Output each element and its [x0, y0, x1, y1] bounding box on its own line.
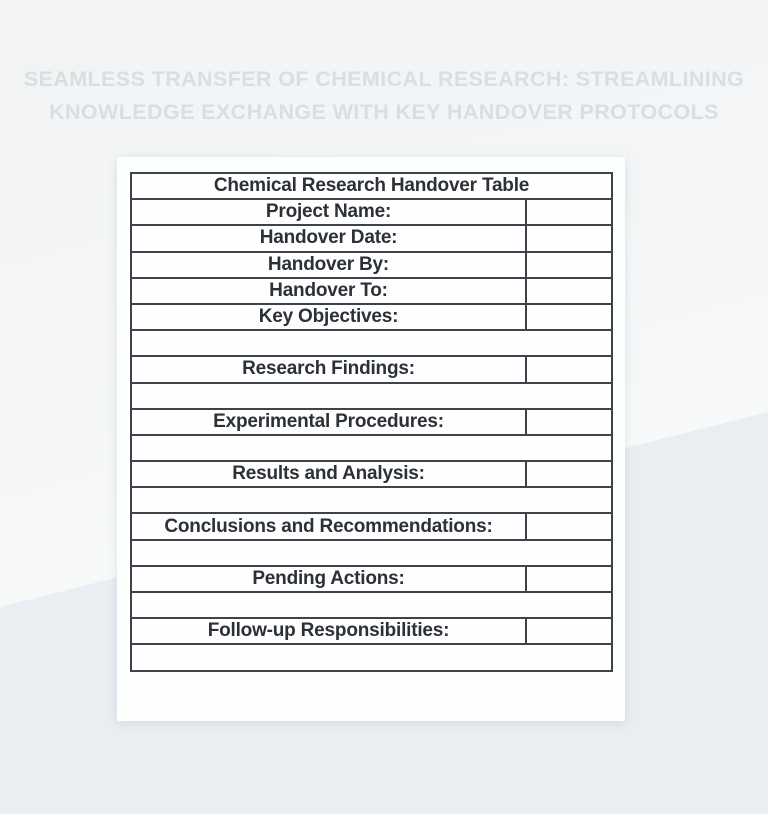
- table-row: Follow-up Responsibilities:: [130, 617, 614, 646]
- value-cell-handover-to[interactable]: [524, 276, 614, 305]
- table-row: [129, 486, 614, 515]
- table-row: [129, 538, 614, 567]
- empty-cell[interactable]: [129, 590, 614, 620]
- table-header-row: Chemical Research Handover Table: [129, 171, 614, 201]
- empty-cell[interactable]: [129, 433, 614, 463]
- table-row: Handover To:: [130, 276, 614, 305]
- empty-cell[interactable]: [129, 538, 614, 567]
- page-title-line-2: KNOWLEDGE EXCHANGE WITH KEY HANDOVER PRO…: [49, 100, 719, 124]
- table-row: Research Findings:: [130, 355, 614, 384]
- page-title: SEAMLESS TRANSFER OF CHEMICAL RESEARCH: …: [0, 63, 768, 129]
- field-label-follow-up-responsibilities: Follow-up Responsibilities:: [130, 617, 527, 646]
- value-cell-experimental-procedures[interactable]: [524, 407, 614, 436]
- field-label-handover-to: Handover To:: [130, 276, 527, 305]
- table-row: [129, 381, 614, 410]
- field-label-conclusions-and-recommendations: Conclusions and Recommendations:: [130, 512, 527, 541]
- table-row: [129, 329, 614, 358]
- table-row: Handover By:: [130, 250, 614, 279]
- value-cell-pending-actions[interactable]: [524, 564, 614, 594]
- value-cell-project-name[interactable]: [524, 198, 614, 227]
- value-cell-results-and-analysis[interactable]: [524, 460, 614, 489]
- field-label-key-objectives: Key Objectives:: [130, 302, 527, 332]
- table-row: Experimental Procedures:: [130, 407, 614, 436]
- field-label-handover-by: Handover By:: [130, 250, 527, 279]
- field-label-handover-date: Handover Date:: [130, 224, 527, 253]
- table-row: Key Objectives:: [130, 302, 614, 332]
- value-cell-conclusions-and-recommendations[interactable]: [524, 512, 614, 541]
- field-label-project-name: Project Name:: [130, 198, 527, 227]
- page-title-line-1: SEAMLESS TRANSFER OF CHEMICAL RESEARCH: …: [23, 67, 745, 91]
- table-row: Pending Actions:: [130, 564, 614, 594]
- table-row: Results and Analysis:: [130, 460, 614, 489]
- field-label-pending-actions: Pending Actions:: [130, 564, 527, 594]
- field-label-results-and-analysis: Results and Analysis:: [130, 460, 527, 489]
- empty-cell[interactable]: [129, 381, 614, 410]
- table-row: [129, 643, 614, 672]
- table-row: Handover Date:: [130, 224, 614, 253]
- value-cell-follow-up-responsibilities[interactable]: [524, 617, 614, 646]
- field-label-research-findings: Research Findings:: [130, 355, 527, 384]
- field-label-experimental-procedures: Experimental Procedures:: [130, 407, 527, 436]
- value-cell-handover-by[interactable]: [524, 250, 614, 279]
- empty-cell[interactable]: [129, 329, 614, 358]
- table-title: Chemical Research Handover Table: [129, 171, 614, 201]
- table-row: [129, 590, 614, 620]
- table-row: Conclusions and Recommendations:: [130, 512, 614, 541]
- empty-cell[interactable]: [129, 486, 614, 515]
- value-cell-research-findings[interactable]: [524, 355, 614, 384]
- table-row: Project Name:: [130, 198, 614, 227]
- value-cell-key-objectives[interactable]: [524, 302, 614, 332]
- value-cell-handover-date[interactable]: [524, 224, 614, 253]
- table-row: [129, 433, 614, 463]
- template-card: Chemical Research Handover Table Project…: [117, 157, 625, 721]
- empty-cell[interactable]: [129, 643, 614, 672]
- handover-table: Chemical Research Handover Table Project…: [129, 171, 614, 672]
